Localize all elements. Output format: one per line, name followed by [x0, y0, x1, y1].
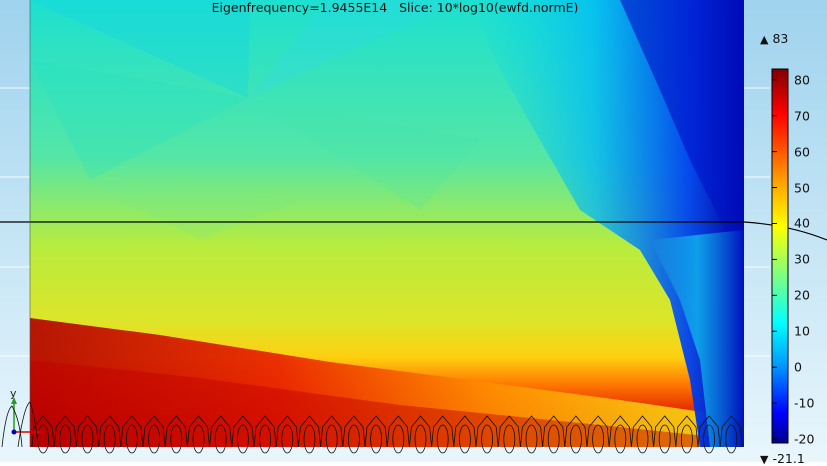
boundary-cell	[608, 415, 632, 448]
boundary-cell	[453, 415, 477, 448]
boundary-cells	[31, 415, 743, 454]
boundary-cell	[31, 415, 55, 448]
colorbar-max: ▲ 83	[760, 31, 788, 46]
boundary-cell	[564, 415, 588, 448]
triad-outline	[1, 401, 39, 448]
boundary-cell	[586, 415, 610, 448]
boundary-cell	[98, 415, 122, 448]
axis-triad	[1, 397, 42, 448]
boundary-cell-core	[547, 424, 560, 454]
boundary-cell-core	[703, 424, 715, 454]
boundary-cell-core	[481, 424, 494, 454]
colorbar-tick-label: 70	[794, 108, 810, 124]
boundary-cell-core	[592, 424, 604, 454]
boundary-cell	[187, 415, 210, 448]
axis-origin	[11, 429, 17, 435]
boundary-cell	[275, 415, 299, 448]
colorbar-ticks	[772, 79, 777, 440]
boundary-cell-core	[59, 424, 72, 454]
boundary-cell-core	[458, 424, 471, 454]
boundary-cell	[120, 415, 144, 448]
axis-y-label: y	[10, 387, 17, 400]
boundary-cell	[675, 415, 699, 448]
boundary-cell	[253, 415, 277, 448]
boundary-cell	[53, 415, 77, 448]
boundary-cell-core	[681, 424, 693, 454]
boundary-cell-core	[303, 424, 316, 454]
boundary-cell	[409, 415, 432, 448]
boundary-cell-core	[347, 424, 360, 454]
boundary-cell-core	[658, 424, 671, 454]
boundary-cell-core	[325, 424, 338, 454]
boundary-cell	[431, 415, 455, 448]
colorbar-min: ▼ -21.1	[760, 451, 805, 466]
colorbar	[771, 68, 789, 444]
boundary-cell-core	[259, 424, 272, 454]
boundary-cell-core	[281, 424, 294, 454]
colorbar-tick-label: 10	[794, 323, 810, 339]
y-axis-arrowhead	[11, 397, 17, 404]
colorbar-max-value: 83	[772, 31, 789, 46]
boundary-cell	[142, 415, 166, 448]
colorbar-tick-label: -20	[794, 431, 815, 447]
boundary-cell-core	[170, 424, 183, 454]
colorbar-min-value: -21.1	[772, 451, 805, 466]
boundary-cell	[231, 415, 255, 448]
boundary-cell-core	[436, 424, 449, 454]
boundary-cell-core	[370, 424, 383, 454]
plot-title: Eigenfrequency=1.9455E14 Slice: 10*log10…	[211, 0, 579, 15]
boundary-cell-core	[614, 424, 627, 454]
boundary-cell	[164, 415, 188, 448]
boundary-cell-core	[148, 424, 161, 454]
boundary-cell	[697, 415, 721, 448]
colorbar-tick-label: 60	[794, 144, 810, 160]
boundary-cell	[520, 415, 543, 448]
boundary-cell-core	[636, 424, 649, 454]
boundary-cell-core	[525, 424, 538, 454]
colorbar-tick-label: 80	[794, 72, 810, 88]
boundary-cell	[475, 415, 499, 448]
colorbar-tick-label: 50	[794, 180, 810, 196]
boundary-cell	[298, 415, 321, 448]
colorbar-tick-label: 0	[794, 359, 802, 375]
boundary-cell	[320, 415, 344, 448]
min-marker-icon: ▼	[760, 453, 769, 466]
boundary-cell	[76, 415, 99, 448]
field-slice	[30, 0, 744, 447]
boundary-cell	[497, 415, 521, 448]
boundary-cell	[653, 415, 677, 448]
colorbar-tick-label: 20	[794, 287, 810, 303]
max-marker-icon: ▲	[760, 33, 769, 46]
boundary-cell-core	[392, 424, 405, 454]
boundary-cell-core	[81, 424, 94, 454]
boundary-cell-core	[725, 424, 738, 454]
boundary-cell-core	[214, 424, 227, 454]
boundary-cell	[542, 415, 566, 448]
boundary-cell-core	[236, 424, 249, 454]
boundary-cell	[209, 415, 233, 448]
boundary-cell-core	[192, 424, 205, 454]
boundary-cell-core	[414, 424, 427, 454]
boundary-cell	[342, 415, 366, 448]
boundary-cell-core	[503, 424, 516, 454]
boundary-cell	[719, 415, 743, 448]
colorbar-tick-label: 30	[794, 251, 810, 267]
boundary-cell	[364, 415, 388, 448]
boundary-cell-core	[570, 424, 582, 454]
boundary-cell	[386, 415, 410, 448]
boundary-cell-core	[125, 424, 138, 454]
colorbar-tick-label: -10	[794, 395, 815, 411]
colorbar-tick-label: 40	[794, 215, 810, 231]
background-grid	[0, 87, 770, 357]
boundary-cell	[631, 415, 654, 448]
boundary-cell-core	[103, 424, 116, 454]
